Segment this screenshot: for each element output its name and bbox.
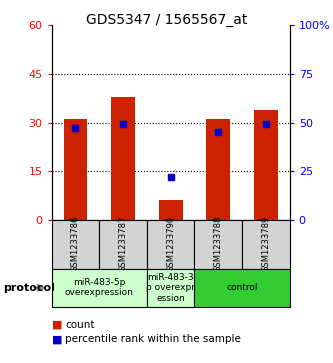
Text: miR-483-3
p overexpr
ession: miR-483-3 p overexpr ession — [146, 273, 195, 303]
Bar — [194, 220, 242, 269]
Text: count: count — [65, 320, 95, 330]
Text: ■: ■ — [52, 320, 62, 330]
Text: GSM1233790: GSM1233790 — [166, 216, 175, 272]
Bar — [147, 269, 194, 307]
Bar — [111, 97, 135, 220]
Bar — [206, 119, 230, 220]
Bar — [99, 220, 147, 269]
Text: protocol: protocol — [3, 283, 55, 293]
Text: GSM1233787: GSM1233787 — [119, 216, 128, 272]
Bar — [52, 220, 99, 269]
Text: control: control — [226, 283, 258, 292]
Bar — [159, 200, 182, 220]
Text: percentile rank within the sample: percentile rank within the sample — [65, 334, 241, 344]
Text: miR-483-5p
overexpression: miR-483-5p overexpression — [65, 278, 134, 297]
Bar — [147, 220, 194, 269]
Text: GSM1233788: GSM1233788 — [214, 216, 223, 272]
Bar — [242, 220, 290, 269]
Bar — [254, 110, 278, 220]
Bar — [194, 269, 290, 307]
Text: ■: ■ — [52, 334, 62, 344]
Text: GDS5347 / 1565567_at: GDS5347 / 1565567_at — [86, 13, 247, 27]
Bar — [64, 119, 87, 220]
Bar — [52, 269, 147, 307]
Text: GSM1233786: GSM1233786 — [71, 216, 80, 272]
Text: GSM1233789: GSM1233789 — [261, 216, 270, 272]
